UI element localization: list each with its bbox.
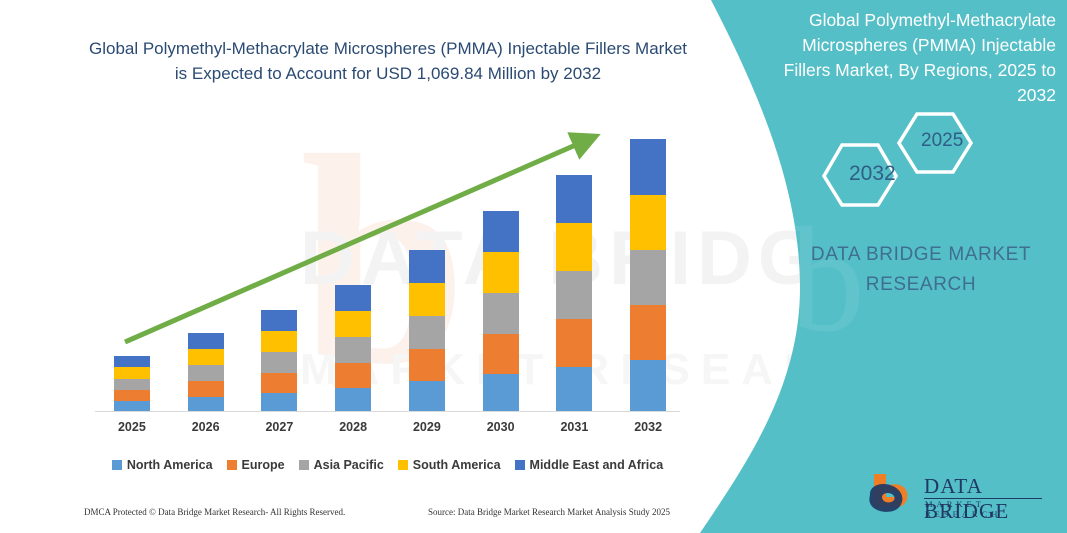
- x-axis-label: 2032: [634, 420, 663, 434]
- bar-2028: [335, 285, 372, 412]
- legend-item-asia-pacific[interactable]: Asia Pacific: [298, 458, 384, 472]
- bar-segment: [261, 352, 298, 373]
- legend-item-middle-east-and-africa[interactable]: Middle East and Africa: [514, 458, 664, 472]
- bar-segment: [187, 349, 224, 365]
- bar-segment: [261, 331, 298, 352]
- bar-segment: [113, 390, 150, 401]
- bar-segment: [113, 367, 150, 379]
- bar-segment: [630, 250, 667, 305]
- bar-2030: [482, 211, 519, 412]
- logo-divider: [924, 498, 1042, 499]
- legend-swatch-icon: [298, 460, 309, 470]
- bar-segment: [630, 360, 667, 412]
- x-axis-label: 2025: [117, 420, 146, 434]
- growth-arrow-icon: [123, 132, 601, 345]
- hexagon-2025-label: 2025: [921, 130, 964, 151]
- legend-swatch-icon: [226, 460, 237, 470]
- bar-segment: [556, 223, 593, 271]
- legend-swatch-icon: [514, 460, 525, 470]
- legend-item-south-america[interactable]: South America: [397, 458, 501, 472]
- legend-label: Middle East and Africa: [529, 458, 664, 472]
- bar-segment: [408, 250, 445, 283]
- legend-swatch-icon: [397, 460, 408, 470]
- bar-2027: [261, 310, 298, 412]
- legend-swatch-icon: [111, 460, 122, 470]
- bar-segment: [408, 349, 445, 381]
- hexagon-group: 2025 2032: [820, 112, 1050, 207]
- brand-name-text: DATA BRIDGE MARKET RESEARCH: [810, 244, 1032, 295]
- bar-segment: [482, 252, 519, 293]
- logo-text-main: DATA BRIDGE: [924, 474, 1010, 523]
- bar-segment: [187, 333, 224, 349]
- bar-segment: [335, 311, 372, 337]
- bar-segment: [408, 283, 445, 316]
- bar-segment: [335, 285, 372, 311]
- chart-legend: North America Europe Asia Pacific South Ame…: [95, 455, 680, 475]
- logo-mark-icon: [869, 474, 908, 512]
- footer-source: Source: Data Bridge Market Research Mark…: [428, 507, 670, 517]
- legend-label: Asia Pacific: [313, 458, 384, 472]
- x-axis-label: 2031: [560, 420, 589, 434]
- stacked-bar-chart: [95, 120, 685, 412]
- logo-text-sub: MARKET RESEARCH: [925, 499, 1002, 519]
- bar-segment: [556, 319, 593, 367]
- bar-segment: [556, 367, 593, 412]
- bar-2025: [113, 356, 150, 412]
- bar-segment: [630, 139, 667, 195]
- bar-segment: [113, 356, 150, 367]
- bar-segment: [187, 381, 224, 397]
- bar-2026: [187, 333, 224, 412]
- bar-segment: [261, 393, 298, 412]
- data-bridge-logo: DATA BRIDGE MARKET RESEARCH: [866, 470, 1046, 523]
- x-axis-label: 2029: [412, 420, 441, 434]
- bar-segment: [556, 271, 593, 319]
- bar-segment: [187, 397, 224, 412]
- legend-item-north-america[interactable]: North America: [111, 458, 213, 472]
- bar-2029: [408, 250, 445, 412]
- bar-segment: [482, 211, 519, 252]
- legend-item-europe[interactable]: Europe: [226, 458, 285, 472]
- panel-title: Global Polymethyl-Methacrylate Microsphe…: [783, 10, 1056, 105]
- bar-segment: [630, 195, 667, 250]
- bar-segment: [187, 365, 224, 381]
- bar-segment: [630, 305, 667, 360]
- bar-segment: [261, 373, 298, 393]
- chart-title: Global Polymethyl-Methacrylate Microsphe…: [88, 39, 687, 83]
- x-axis-label: 2028: [339, 420, 368, 434]
- legend-label: South America: [412, 458, 501, 472]
- legend-label: North America: [126, 458, 213, 472]
- x-axis-line: [95, 411, 680, 412]
- hexagon-2032-label: 2032: [849, 162, 896, 185]
- x-axis-labels: 2025 2026 2027 2028 2029 2030 2031 2032: [95, 420, 685, 442]
- bar-2031: [556, 175, 593, 412]
- bar-segment: [113, 401, 150, 412]
- bar-segment: [482, 334, 519, 374]
- bar-segment: [408, 381, 445, 412]
- footer: DMCA Protected © Data Bridge Market Rese…: [0, 505, 700, 529]
- legend-label: Europe: [241, 458, 285, 472]
- footer-copyright: DMCA Protected © Data Bridge Market Rese…: [84, 507, 346, 517]
- bar-segment: [482, 374, 519, 412]
- bar-segment: [408, 316, 445, 349]
- bar-segment: [335, 363, 372, 388]
- bar-segment: [335, 388, 372, 412]
- bar-segment: [482, 293, 519, 334]
- bar-2032: [630, 139, 667, 412]
- hexagon-2025-shape: [896, 112, 974, 174]
- hexagon-2032-shape: [821, 143, 899, 207]
- x-axis-label: 2027: [265, 420, 294, 434]
- svg-text:b: b: [790, 197, 865, 363]
- bar-segment: [556, 175, 593, 223]
- bar-segment: [261, 310, 298, 331]
- x-axis-label: 2030: [486, 420, 515, 434]
- x-axis-label: 2026: [191, 420, 220, 434]
- bar-segment: [113, 379, 150, 390]
- bar-segment: [335, 337, 372, 363]
